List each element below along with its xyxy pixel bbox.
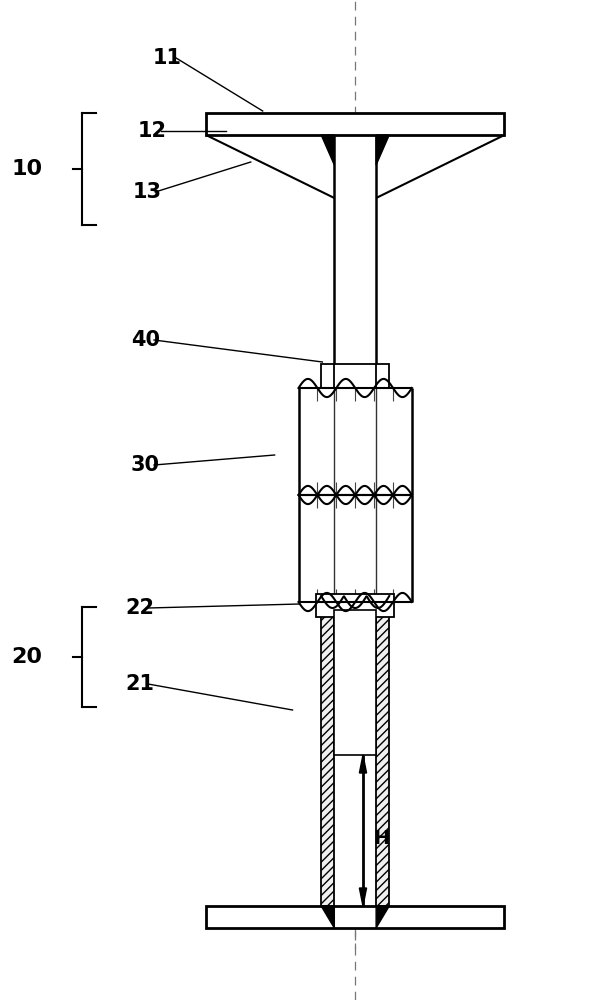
Bar xyxy=(206,906,504,928)
Text: 11: 11 xyxy=(153,48,182,68)
Text: 10: 10 xyxy=(11,159,42,179)
Text: 21: 21 xyxy=(125,674,154,694)
Text: 13: 13 xyxy=(132,182,161,202)
Text: 40: 40 xyxy=(131,330,160,350)
Bar xyxy=(376,602,389,906)
Bar xyxy=(334,135,376,364)
Polygon shape xyxy=(359,755,367,773)
Bar xyxy=(298,495,412,602)
Bar xyxy=(334,610,376,755)
Polygon shape xyxy=(321,135,334,165)
Text: H: H xyxy=(374,829,390,848)
Bar xyxy=(321,364,389,388)
Polygon shape xyxy=(359,888,367,906)
Text: 20: 20 xyxy=(11,647,42,667)
Text: 12: 12 xyxy=(138,121,167,141)
Polygon shape xyxy=(376,906,389,928)
Polygon shape xyxy=(321,906,334,928)
Text: 30: 30 xyxy=(131,455,160,475)
Bar xyxy=(321,602,334,906)
Text: 22: 22 xyxy=(125,598,154,618)
Bar xyxy=(298,388,412,495)
Bar xyxy=(206,113,504,135)
Polygon shape xyxy=(376,135,389,165)
Bar xyxy=(334,602,376,906)
Bar xyxy=(316,594,394,617)
